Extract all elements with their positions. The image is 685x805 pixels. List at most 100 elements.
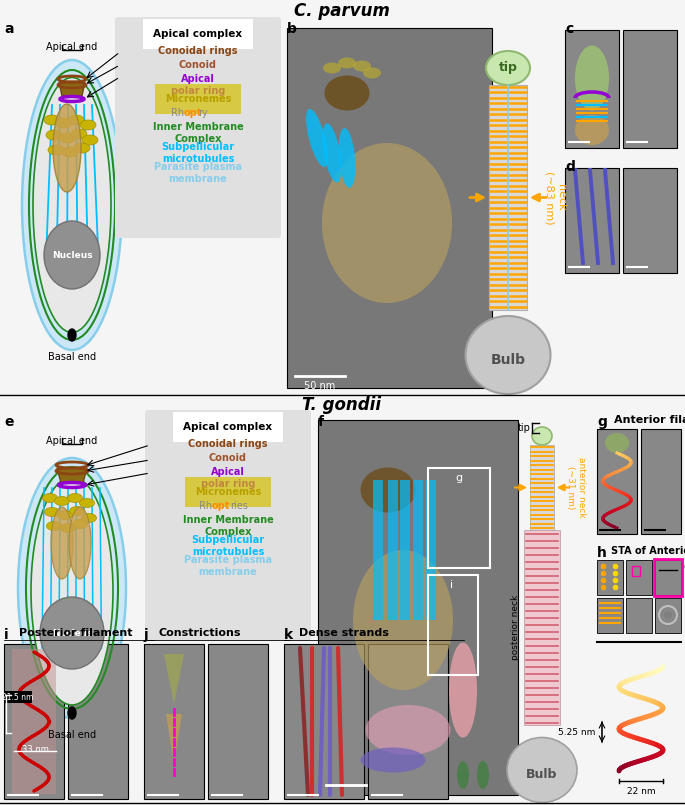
Text: 6.4 nm: 6.4 nm <box>684 563 685 572</box>
Ellipse shape <box>353 60 371 72</box>
Ellipse shape <box>56 118 72 128</box>
Ellipse shape <box>51 507 73 579</box>
Text: 21.5 nm: 21.5 nm <box>2 692 34 701</box>
Text: 5.25 nm: 5.25 nm <box>558 728 595 737</box>
Ellipse shape <box>306 109 328 167</box>
Bar <box>428 468 490 568</box>
Ellipse shape <box>44 221 100 289</box>
Text: Apical
polar ring: Apical polar ring <box>201 467 256 489</box>
Text: g: g <box>456 473 462 483</box>
Text: Apical end: Apical end <box>47 436 98 446</box>
Polygon shape <box>164 654 184 704</box>
Ellipse shape <box>68 115 84 125</box>
Ellipse shape <box>68 329 76 341</box>
Text: Apical end: Apical end <box>47 42 98 52</box>
Text: Nucleus: Nucleus <box>51 250 92 259</box>
Text: opt: opt <box>212 501 230 511</box>
Ellipse shape <box>466 316 551 394</box>
Bar <box>626 560 652 595</box>
Bar <box>654 559 682 596</box>
Bar <box>0 397 685 805</box>
Ellipse shape <box>69 507 91 579</box>
FancyBboxPatch shape <box>145 410 311 641</box>
Ellipse shape <box>46 130 62 140</box>
Text: Posterior filament: Posterior filament <box>19 628 132 638</box>
Text: Bulb: Bulb <box>490 353 525 367</box>
Ellipse shape <box>60 523 75 532</box>
Ellipse shape <box>45 507 60 517</box>
Ellipse shape <box>47 522 62 530</box>
Text: h: h <box>597 546 607 560</box>
Text: Conoidal rings: Conoidal rings <box>158 46 238 56</box>
Text: Dense strands: Dense strands <box>299 628 389 638</box>
Bar <box>641 429 681 534</box>
Text: Conoid: Conoid <box>179 60 217 70</box>
Ellipse shape <box>457 761 469 789</box>
Bar <box>287 28 492 388</box>
Ellipse shape <box>575 46 609 110</box>
Ellipse shape <box>477 761 489 789</box>
Bar <box>597 429 637 534</box>
Bar <box>655 560 681 595</box>
Ellipse shape <box>62 147 78 157</box>
Bar <box>284 644 364 799</box>
Ellipse shape <box>323 123 341 183</box>
Text: Subpellicular
microtubules: Subpellicular microtubules <box>191 535 264 556</box>
Ellipse shape <box>507 737 577 803</box>
Text: 33 nm: 33 nm <box>22 745 49 754</box>
Ellipse shape <box>33 77 111 332</box>
Ellipse shape <box>44 115 60 125</box>
Ellipse shape <box>82 135 98 145</box>
Bar <box>318 420 518 795</box>
Text: k: k <box>284 628 293 642</box>
Ellipse shape <box>575 115 609 145</box>
Bar <box>68 644 128 799</box>
Ellipse shape <box>323 63 341 73</box>
Ellipse shape <box>338 57 356 68</box>
Polygon shape <box>57 468 87 483</box>
Bar <box>373 480 383 620</box>
Ellipse shape <box>353 550 453 690</box>
Ellipse shape <box>532 427 552 445</box>
Ellipse shape <box>664 611 672 619</box>
Ellipse shape <box>360 748 425 773</box>
Ellipse shape <box>73 519 88 529</box>
Ellipse shape <box>80 120 96 130</box>
Bar <box>597 560 623 595</box>
Ellipse shape <box>363 68 381 79</box>
Text: i: i <box>451 580 453 590</box>
Bar <box>400 480 410 620</box>
Bar <box>597 598 623 633</box>
Bar <box>623 168 677 273</box>
Text: g: g <box>597 415 607 429</box>
Ellipse shape <box>40 597 104 669</box>
Ellipse shape <box>338 128 356 188</box>
Ellipse shape <box>74 143 90 153</box>
Bar <box>208 644 268 799</box>
Text: Basal end: Basal end <box>48 730 96 740</box>
Text: ry: ry <box>198 108 208 118</box>
Text: neck
(~83 nm): neck (~83 nm) <box>544 171 566 225</box>
Text: e: e <box>4 415 14 429</box>
Text: posterior neck: posterior neck <box>512 595 521 660</box>
Text: tip: tip <box>518 423 530 433</box>
Text: STA of Anterior filament: STA of Anterior filament <box>611 546 685 556</box>
Bar <box>0 0 685 395</box>
Bar <box>489 85 527 310</box>
Bar <box>626 598 652 633</box>
Text: opt: opt <box>184 108 202 118</box>
Polygon shape <box>59 82 85 96</box>
Text: Micronemes: Micronemes <box>195 487 261 497</box>
Text: Inner Membrane
Complex: Inner Membrane Complex <box>153 122 243 143</box>
Text: Conoid: Conoid <box>209 453 247 463</box>
Bar <box>4 644 64 799</box>
Bar <box>426 480 436 620</box>
Text: b: b <box>287 22 297 36</box>
Ellipse shape <box>325 76 369 110</box>
Text: tip: tip <box>499 61 517 75</box>
Text: c: c <box>565 22 573 36</box>
FancyBboxPatch shape <box>115 17 281 238</box>
Text: i: i <box>4 628 9 642</box>
Text: j: j <box>144 628 149 642</box>
Ellipse shape <box>59 133 75 143</box>
